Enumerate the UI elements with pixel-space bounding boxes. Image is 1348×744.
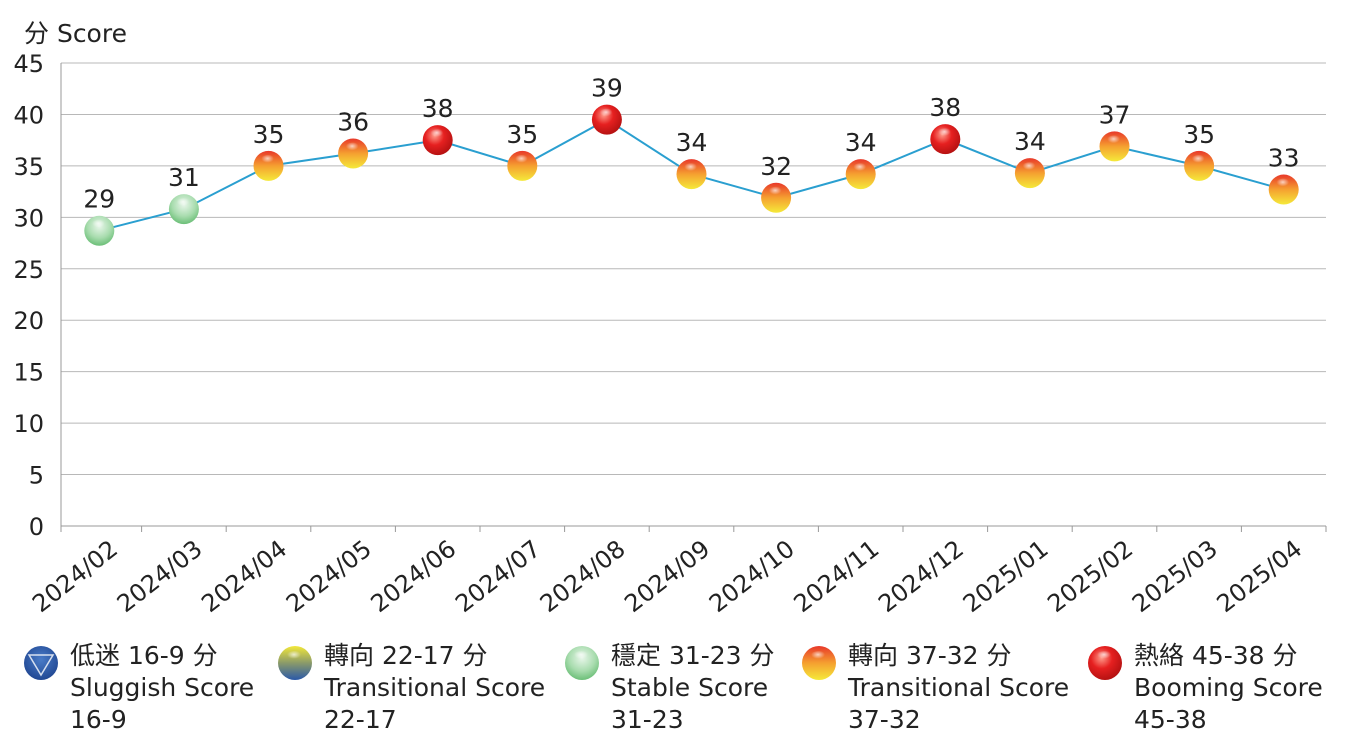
legend-range: 45-38 [1134,705,1207,734]
marker-highlight [936,128,955,141]
sluggish-marker-icon [24,646,58,680]
legend-label-zh: 低迷 16-9 分 [70,641,218,670]
legend-range: 16-9 [70,705,127,734]
legend-label-en: Sluggish Score [70,673,255,702]
data-label: 35 [506,120,538,149]
y-tick-label: 0 [29,513,44,541]
marker-highlight [1105,135,1124,148]
data-label: 35 [1183,120,1215,149]
data-label: 31 [168,163,200,192]
legend-text: 低迷 16-9 分 Sluggish Score 16-9 [70,640,254,736]
data-label: 38 [929,93,961,122]
data-label: 38 [422,94,454,123]
y-tick-label: 35 [13,153,44,181]
legend-text: 轉向 37-32 分 Transitional Score 37-32 [848,640,1069,736]
legend-range: 31-23 [611,705,684,734]
data-label: 34 [676,128,708,157]
x-tick-label: 2024/03 [112,535,208,618]
legend-label-en: Stable Score [611,673,769,702]
x-tick-label: 2025/03 [1127,535,1223,618]
legend-item-stable: 穩定 31-23 分 Stable Score 31-23 [563,640,775,736]
marker-highlight [1190,154,1209,167]
data-label: 37 [1099,100,1131,129]
legend-label-en: Transitional Score [324,673,546,702]
marker-highlight [851,163,870,176]
legend-item-transitional-high: 轉向 37-32 分 Transitional Score 37-32 [800,640,1069,736]
legend-text: 熱絡 45-38 分 Booming Score 45-38 [1134,640,1323,736]
data-label: 36 [337,108,369,137]
data-label: 29 [83,185,115,214]
marker-highlight [174,198,193,211]
marker-highlight [597,108,616,121]
transitional-low-marker-icon [278,646,312,680]
legend-item-sluggish: 低迷 16-9 分 Sluggish Score 16-9 [22,640,254,736]
y-tick-label: 30 [13,204,44,232]
data-label: 34 [1014,127,1046,156]
y-tick-label: 5 [29,462,44,490]
marker-highlight [682,163,701,176]
x-tick-label: 2024/10 [704,535,800,618]
legend: 低迷 16-9 分 Sluggish Score 16-9 轉向 22-17 分 Tra… [0,640,1348,744]
marker-highlight [428,129,447,142]
x-tick-label: 2024/07 [450,535,546,618]
y-tick-label: 10 [13,410,44,438]
x-tick-label: 2025/01 [958,535,1054,618]
x-tick-label: 2024/06 [366,535,462,618]
y-tick-label: 40 [13,101,44,129]
y-tick-label: 15 [13,359,44,387]
y-axis-title: 分 Score [24,19,127,48]
data-label: 35 [253,120,285,149]
x-tick-label: 2025/02 [1042,535,1138,618]
x-tick-label: 2024/09 [619,535,715,618]
y-tick-label: 45 [13,50,44,78]
y-tick-label: 20 [13,307,44,335]
legend-label-zh: 穩定 31-23 分 [611,641,775,670]
legend-item-booming: 熱絡 45-38 分 Booming Score 45-38 [1086,640,1323,736]
legend-label-zh: 轉向 37-32 分 [848,641,1012,670]
x-tick-label: 2024/04 [196,535,292,618]
booming-marker-icon [1088,646,1122,680]
marker-highlight [1020,162,1039,175]
legend-label-en: Booming Score [1134,673,1323,702]
x-tick-label: 2024/11 [789,535,885,618]
data-label: 32 [760,152,792,181]
legend-range: 22-17 [324,705,397,734]
transitional-high-marker-icon [802,646,836,680]
y-tick-label: 25 [13,256,44,284]
x-tick-label: 2025/04 [1212,535,1308,618]
legend-label-en: Transitional Score [848,673,1070,702]
marker-highlight [767,186,786,199]
data-label: 33 [1268,144,1300,173]
legend-text: 轉向 22-17 分 Transitional Score 22-17 [324,640,545,736]
marker-highlight [513,154,532,167]
data-label: 39 [591,74,623,103]
stable-marker-icon [565,646,599,680]
legend-text: 穩定 31-23 分 Stable Score 31-23 [611,640,775,736]
marker-highlight [344,142,363,155]
legend-range: 37-32 [848,705,921,734]
marker-highlight [259,154,278,167]
x-tick-label: 2024/02 [27,535,123,618]
marker-highlight [1274,178,1293,191]
legend-label-zh: 轉向 22-17 分 [324,641,488,670]
data-label: 34 [845,128,877,157]
x-tick-label: 2024/12 [873,535,969,618]
legend-item-transitional-low: 轉向 22-17 分 Transitional Score 22-17 [276,640,545,736]
x-tick-label: 2024/05 [281,535,377,618]
score-line-chart: 分 Score 0 5 10 15 20 25 30 35 40 45 2024/022024/03… [13,19,1327,618]
marker-highlight [90,219,109,232]
legend-label-zh: 熱絡 45-38 分 [1134,641,1298,670]
x-tick-label: 2024/08 [535,535,631,618]
